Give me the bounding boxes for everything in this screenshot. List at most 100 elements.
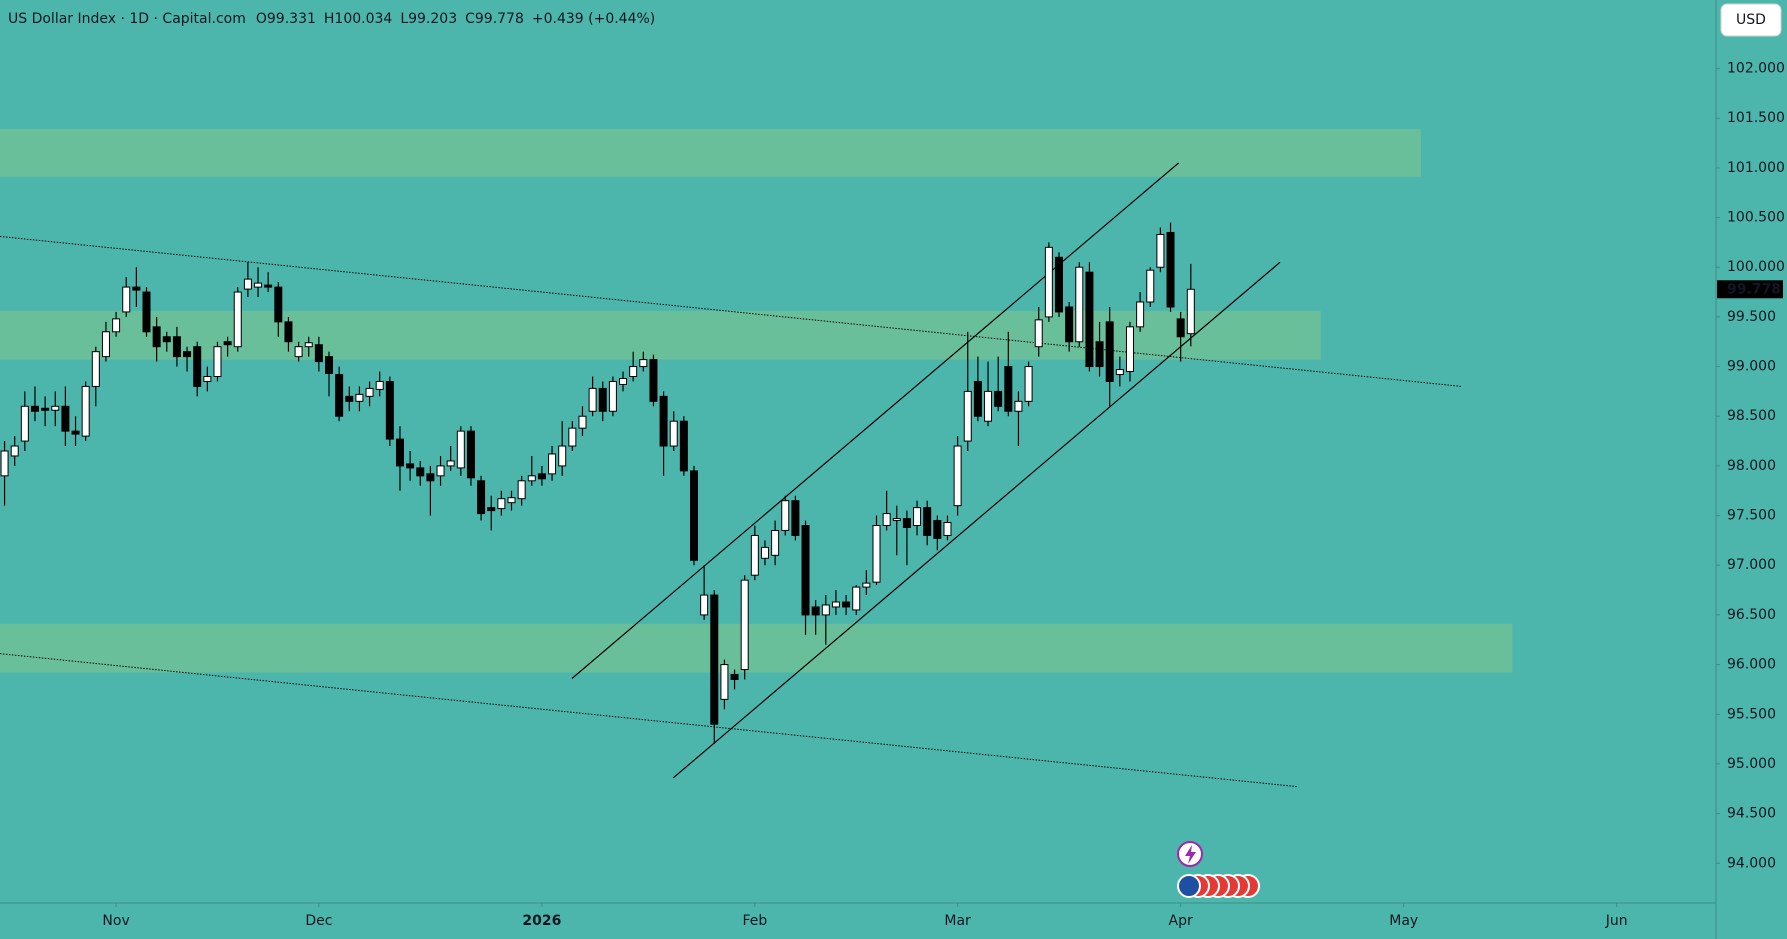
candle-body	[203, 375, 212, 382]
ohlc-high: H100.034	[324, 11, 393, 27]
candle-body	[193, 346, 202, 387]
candle-body	[730, 674, 739, 680]
candle-body	[994, 390, 1003, 407]
candle-body	[466, 430, 475, 479]
candle-body	[142, 291, 151, 333]
candle-body	[61, 405, 70, 432]
candle-body	[862, 582, 871, 588]
candle-body	[1055, 256, 1064, 313]
candle-body	[649, 359, 658, 402]
candle-body	[101, 331, 110, 358]
candle-body	[183, 351, 192, 358]
candle-body	[608, 380, 617, 412]
candle-body	[426, 473, 435, 482]
candle-body	[690, 470, 699, 561]
legend-header: US Dollar Index · 1D · Capital.com O99.33…	[8, 11, 655, 27]
candle-body	[1044, 246, 1053, 318]
candle-body	[760, 546, 769, 559]
candle-body	[517, 480, 526, 500]
candle-body	[750, 534, 759, 576]
y-tick-label: 98.000	[1727, 458, 1776, 474]
candle-body	[791, 500, 800, 536]
candle-body	[355, 393, 364, 402]
y-tick-label: 98.500	[1727, 408, 1776, 424]
y-tick-label: 95.000	[1727, 756, 1776, 772]
candle-body	[264, 284, 273, 288]
candle-body	[30, 405, 39, 412]
x-tick-label: Nov	[102, 913, 129, 929]
y-tick-label: 97.000	[1727, 557, 1776, 573]
y-tick-label: 99.000	[1727, 359, 1776, 375]
y-tick-label: 95.500	[1727, 706, 1776, 722]
candle-body	[913, 507, 922, 527]
candle-body	[1186, 288, 1195, 335]
y-tick-label: 101.000	[1727, 160, 1785, 176]
candle-body	[1125, 326, 1134, 373]
candle-body	[1034, 319, 1043, 348]
y-tick-label: 94.500	[1727, 806, 1776, 822]
candle-body	[801, 525, 810, 616]
candle-body	[1166, 231, 1175, 308]
y-tick-label: 96.000	[1727, 657, 1776, 673]
candle-body	[973, 380, 982, 417]
candle-body	[91, 351, 100, 387]
trendline	[0, 235, 1462, 387]
y-tick-label: 101.500	[1727, 110, 1785, 126]
candle-body	[112, 318, 121, 333]
candle-body	[223, 341, 232, 346]
y-tick-label: 97.500	[1727, 508, 1776, 524]
candle-body	[325, 356, 334, 375]
candle-body	[456, 430, 465, 469]
x-tick-label: Jun	[1605, 913, 1628, 929]
event-icons[interactable]	[1177, 841, 1260, 898]
candle-body	[852, 586, 861, 611]
candle-body	[274, 286, 283, 323]
candle-body	[1085, 271, 1094, 368]
candle-body	[700, 594, 709, 616]
candle-body	[20, 405, 29, 442]
candle-body	[71, 430, 80, 435]
candle-body	[1156, 233, 1165, 268]
flag-icon[interactable]	[1177, 874, 1201, 898]
ohlc-close: C99.778	[465, 11, 524, 27]
x-tick-label: 2026	[522, 913, 561, 929]
candle-body	[314, 344, 323, 363]
currency-label[interactable]: USD	[1736, 12, 1766, 28]
candle-body	[781, 500, 790, 531]
candle-body	[416, 467, 425, 477]
y-tick-label: 100.500	[1727, 210, 1785, 226]
candle-body	[284, 321, 293, 343]
candle-body	[619, 377, 628, 385]
candle-body	[385, 380, 394, 440]
candle-body	[831, 601, 840, 608]
candle-body	[1146, 269, 1155, 303]
candle-body	[497, 498, 506, 510]
y-tick-label: 94.000	[1727, 855, 1776, 871]
candle-body	[213, 346, 222, 377]
candle-body	[568, 427, 577, 447]
candle-body	[375, 380, 384, 390]
currency-button[interactable]: USD	[1720, 3, 1782, 37]
zone	[0, 129, 1421, 177]
candle-body	[335, 374, 344, 417]
candle-body	[1105, 321, 1114, 382]
x-tick-label: Dec	[305, 913, 332, 929]
candle-body	[1095, 341, 1104, 368]
candle-body	[1115, 369, 1124, 376]
ohlc-open: O99.331	[256, 11, 316, 27]
candle-body	[558, 445, 567, 467]
x-tick-label: May	[1389, 913, 1418, 929]
y-tick-label: 102.000	[1727, 61, 1785, 77]
last-price-box	[1717, 280, 1783, 299]
candle-body	[578, 415, 587, 429]
candle-body	[0, 450, 9, 477]
candle-body	[172, 336, 181, 358]
candle-body	[598, 387, 607, 412]
candle-body	[1075, 266, 1084, 343]
y-tick-label: 100.000	[1727, 259, 1785, 275]
candle-body	[132, 286, 141, 291]
candle-body	[81, 385, 90, 437]
candle-body	[710, 594, 719, 725]
currency-button-bg[interactable]	[1720, 3, 1782, 37]
